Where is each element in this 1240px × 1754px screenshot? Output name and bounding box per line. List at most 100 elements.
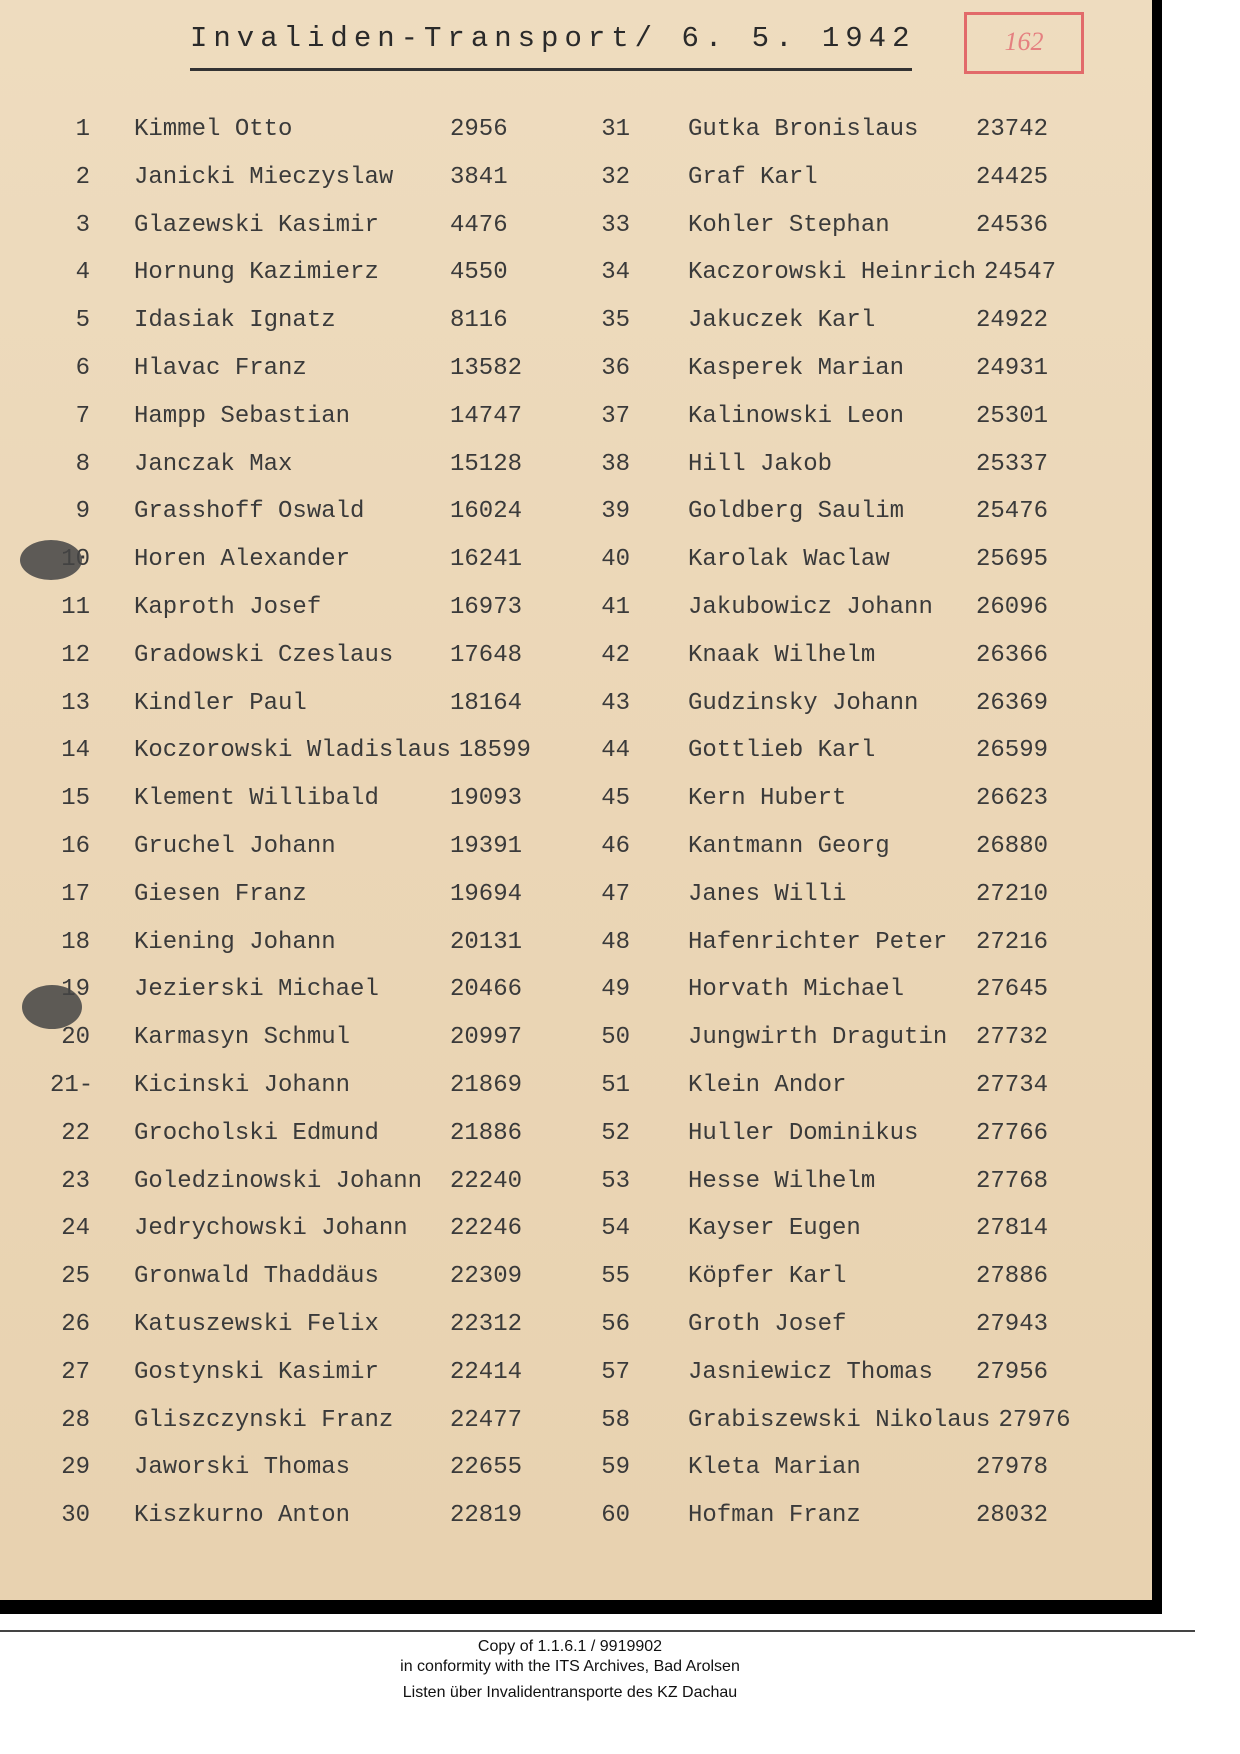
list-entry: 46 Kantmann Georg 26880 — [590, 827, 1048, 867]
prisoner-name: Kleta Marian — [688, 1454, 861, 1482]
prisoner-number: 22309 — [450, 1263, 523, 1291]
prisoner-name: Hornung Kazimierz — [134, 259, 379, 287]
prisoner-name: Janicki Mieczyslaw — [134, 163, 394, 191]
prisoner-name: Gottlieb Karl — [688, 737, 876, 765]
prisoner-name: Köpfer Karl — [688, 1263, 847, 1291]
list-entry: 30 Kiszkurno Anton 22819 — [50, 1496, 522, 1536]
list-entry: 23 Goledzinowski Johann 22240 — [50, 1162, 522, 1202]
prisoner-number: 22312 — [450, 1311, 523, 1338]
footer-copy-line: Copy of 1.1.6.1 / 9919902 — [477, 1638, 663, 1655]
prisoner-number: 27732 — [976, 1024, 1049, 1052]
entry-number: 21- — [50, 1072, 94, 1099]
entry-number: 47 — [601, 880, 630, 908]
entry-number: 9 — [75, 498, 90, 526]
list-entry: 41 Jakubowicz Johann 26096 — [590, 588, 1048, 628]
list-entry: 28 Gliszczynski Franz 22477 — [50, 1401, 522, 1441]
prisoner-number: 24931 — [976, 355, 1049, 382]
list-entry: 6 Hlavac Franz 13582 — [50, 349, 522, 389]
prisoner-number: 25695 — [976, 546, 1049, 574]
list-entry: 43 Gudzinsky Johann 26369 — [590, 684, 1048, 724]
prisoner-name: Kimmel Otto — [134, 116, 293, 143]
entry-number: 59 — [601, 1454, 630, 1482]
prisoner-number: 27768 — [976, 1167, 1049, 1195]
prisoner-number: 15128 — [450, 450, 523, 478]
archive-stamp: 162 — [964, 12, 1084, 74]
prisoner-number: 13582 — [450, 355, 523, 382]
list-entry: 56 Groth Josef 27943 — [590, 1305, 1048, 1345]
prisoner-number: 26096 — [976, 594, 1049, 621]
prisoner-name: Hofman Franz — [688, 1502, 861, 1530]
prisoner-name: Hesse Wilhelm — [688, 1167, 876, 1195]
entry-number: 11 — [61, 594, 90, 621]
list-entry: 58 Grabiszewski Nikolaus 27976 — [590, 1401, 1070, 1441]
entry-number: 50 — [601, 1024, 630, 1052]
list-entry: 52 Huller Dominikus 27766 — [590, 1114, 1048, 1154]
prisoner-name: Koczorowski Wladislaus — [134, 737, 451, 765]
prisoner-name: Kaproth Josef — [134, 594, 322, 621]
prisoner-number: 14747 — [450, 402, 523, 430]
list-entry: 22 Grocholski Edmund 21886 — [50, 1114, 522, 1154]
prisoner-name: Gruchel Johann — [134, 833, 336, 860]
prisoner-number: 22819 — [450, 1502, 523, 1530]
prisoner-number: 8116 — [450, 307, 508, 335]
list-entry: 44 Gottlieb Karl 26599 — [590, 731, 1048, 771]
prisoner-name: Kern Hubert — [688, 785, 847, 813]
prisoner-number: 16973 — [450, 594, 523, 621]
entry-number: 52 — [601, 1119, 630, 1147]
entry-number: 49 — [601, 976, 630, 1004]
list-entry: 11 Kaproth Josef 16973 — [50, 588, 522, 628]
prisoner-number: 27216 — [976, 928, 1049, 956]
list-entry: 37 Kalinowski Leon 25301 — [590, 397, 1048, 437]
prisoner-number: 27978 — [976, 1454, 1049, 1482]
entry-number: 24 — [61, 1215, 90, 1243]
entry-number: 29 — [61, 1454, 90, 1482]
prisoner-number: 18599 — [458, 737, 531, 765]
prisoner-number: 20997 — [450, 1024, 523, 1052]
prisoner-number: 22414 — [450, 1358, 523, 1386]
prisoner-number: 26369 — [976, 689, 1049, 717]
list-entry: 4 Hornung Kazimierz 4550 — [50, 253, 508, 293]
list-entry: 36 Kasperek Marian 24931 — [590, 349, 1048, 389]
prisoner-name: Karmasyn Schmul — [134, 1024, 351, 1052]
entry-number: 25 — [61, 1263, 90, 1291]
prisoner-name: Katuszewski Felix — [134, 1311, 379, 1338]
prisoner-name: Grabiszewski Nikolaus — [688, 1406, 991, 1434]
list-entry: 57 Jasniewicz Thomas 27956 — [590, 1353, 1048, 1393]
list-entry: 1 Kimmel Otto 2956 — [50, 110, 508, 150]
prisoner-name: Horen Alexander — [134, 546, 351, 574]
list-entry: 13 Kindler Paul 18164 — [50, 684, 522, 724]
list-entry: 34 Kaczorowski Heinrich 24547 — [590, 253, 1056, 293]
entry-number: 55 — [601, 1263, 630, 1291]
ink-blot — [20, 540, 82, 580]
prisoner-name: Gostynski Kasimir — [134, 1358, 379, 1386]
list-entry: 29 Jaworski Thomas 22655 — [50, 1448, 522, 1488]
list-entry: 49 Horvath Michael 27645 — [590, 970, 1048, 1010]
entry-number: 51 — [601, 1072, 630, 1099]
list-entry: 53 Hesse Wilhelm 27768 — [590, 1162, 1048, 1202]
entry-number: 38 — [601, 450, 630, 478]
prisoner-name: Hlavac Franz — [134, 355, 307, 382]
prisoner-name: Idasiak Ignatz — [134, 307, 336, 335]
list-entry: 15 Klement Willibald 19093 — [50, 779, 522, 819]
prisoner-name: Jakuczek Karl — [688, 307, 876, 335]
prisoner-number: 16241 — [450, 546, 523, 574]
entry-number: 27 — [61, 1358, 90, 1386]
prisoner-name: Kasperek Marian — [688, 355, 905, 382]
list-entry: 7 Hampp Sebastian 14747 — [50, 397, 522, 437]
entry-number: 35 — [601, 307, 630, 335]
list-entry: 48 Hafenrichter Peter 27216 — [590, 923, 1048, 963]
prisoner-name: Karolak Waclaw — [688, 546, 890, 574]
entry-number: 5 — [75, 307, 90, 335]
list-entry: 42 Knaak Wilhelm 26366 — [590, 636, 1048, 676]
prisoner-name: Kicinski Johann — [134, 1072, 351, 1099]
prisoner-number: 27956 — [976, 1358, 1049, 1386]
entry-number: 60 — [601, 1502, 630, 1530]
prisoner-number: 25301 — [976, 402, 1049, 430]
prisoner-number: 22655 — [450, 1454, 523, 1482]
prisoner-number: 22477 — [450, 1406, 523, 1434]
entry-number: 46 — [601, 833, 630, 860]
prisoner-number: 20466 — [450, 976, 523, 1004]
prisoner-name: Kindler Paul — [134, 689, 307, 717]
prisoner-number: 24922 — [976, 307, 1049, 335]
prisoner-name: Goldberg Saulim — [688, 498, 905, 526]
